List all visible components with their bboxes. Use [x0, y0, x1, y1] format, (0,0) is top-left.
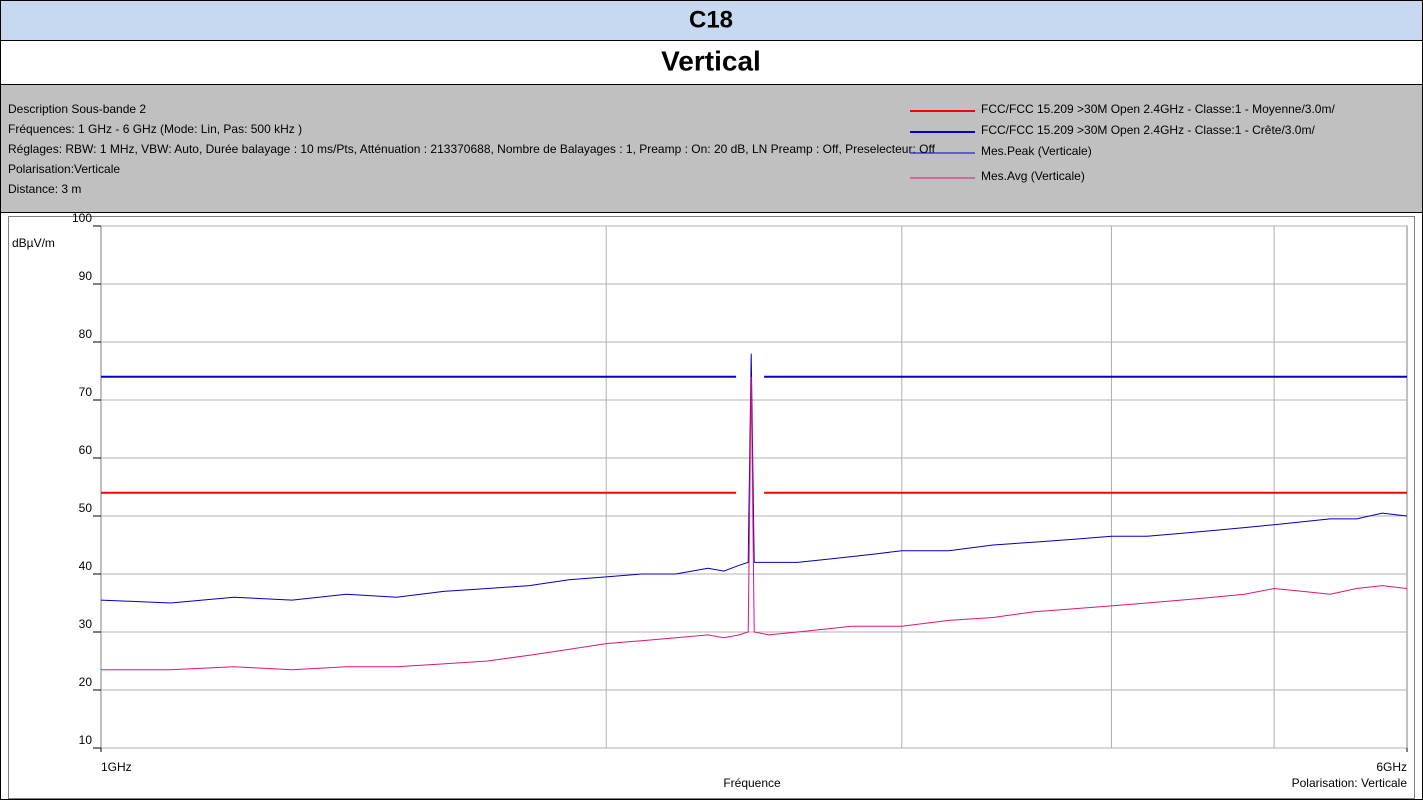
y-axis-label: dBµV/m	[12, 236, 55, 250]
x-axis-label: Fréquence	[723, 776, 781, 790]
y-tick-label: 90	[79, 269, 93, 283]
y-tick-label: 60	[79, 443, 93, 457]
chart-subtitle: Vertical	[661, 45, 761, 76]
info-line: Fréquences: 1 GHz - 6 GHz (Mode: Lin, Pa…	[8, 122, 302, 136]
y-tick-label: 20	[79, 675, 93, 689]
title-bar	[0, 0, 1423, 41]
y-tick-label: 10	[79, 733, 93, 747]
info-line: Polarisation:Verticale	[8, 162, 120, 176]
y-tick-label: 100	[72, 211, 92, 225]
legend-label: FCC/FCC 15.209 >30M Open 2.4GHz - Classe…	[981, 123, 1315, 137]
legend-label: Mes.Peak (Verticale)	[981, 144, 1092, 158]
x-note: Polarisation: Verticale	[1292, 776, 1408, 790]
info-line: Description Sous-bande 2	[8, 102, 146, 116]
series-line	[100, 353, 1408, 604]
y-tick-label: 80	[79, 327, 93, 341]
y-tick-label: 30	[79, 617, 93, 631]
info-panel	[0, 84, 1423, 213]
series-line	[101, 376, 1408, 671]
legend-label: FCC/FCC 15.209 >30M Open 2.4GHz - Classe…	[981, 102, 1335, 116]
x-tick-label: 6GHz	[1376, 760, 1407, 774]
subtitle-bar	[0, 40, 1423, 85]
y-tick-label: 50	[79, 501, 93, 515]
plot-frame	[8, 216, 1415, 799]
x-tick-label: 1GHz	[101, 760, 132, 774]
info-line: Réglages: RBW: 1 MHz, VBW: Auto, Durée b…	[8, 142, 936, 156]
legend-label: Mes.Avg (Verticale)	[981, 169, 1085, 183]
info-line: Distance: 3 m	[8, 182, 81, 196]
y-tick-label: 70	[79, 385, 93, 399]
plot-panel	[0, 212, 1423, 800]
chart-title: C18	[689, 6, 733, 33]
y-tick-label: 40	[79, 559, 93, 573]
